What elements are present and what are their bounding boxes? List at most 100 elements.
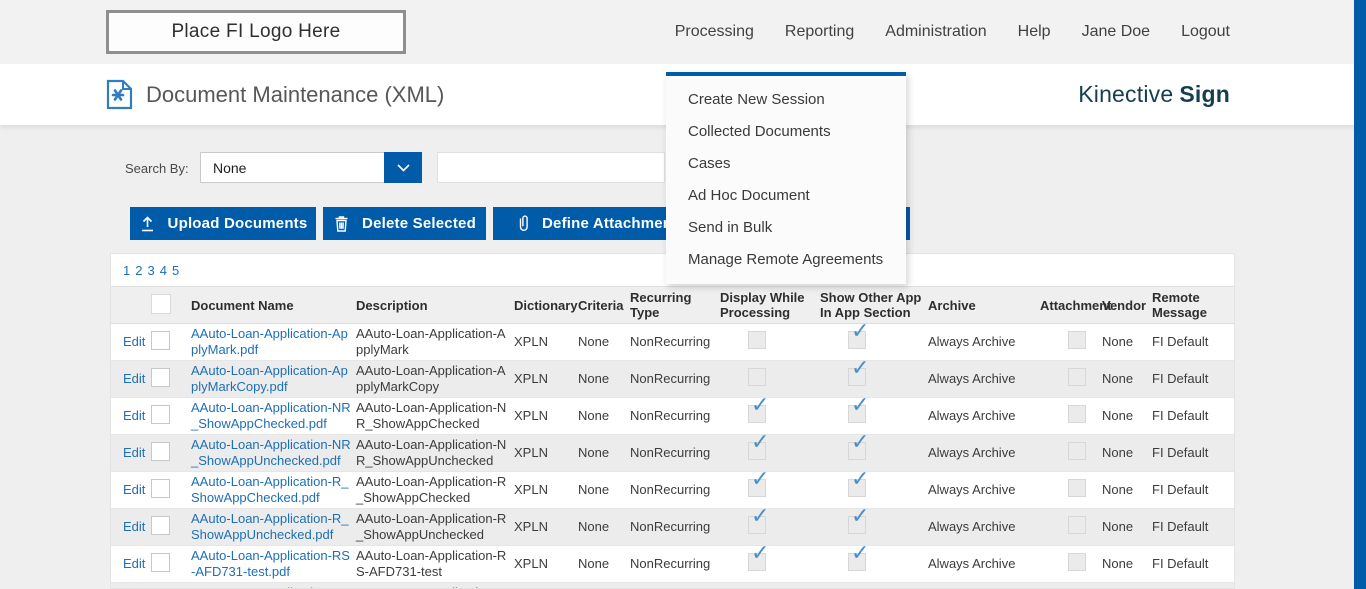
edit-link[interactable]: Edit [123, 482, 146, 497]
page-number-5[interactable]: 5 [171, 262, 180, 278]
document-name-link[interactable]: AAuto-Loan-Application-NR_ShowAppChecked… [191, 400, 351, 431]
page-number-1[interactable]: 1 [123, 262, 131, 278]
attachment-checkbox-unchecked[interactable] [1068, 479, 1086, 497]
title-wrap: Document Maintenance (XML) [106, 64, 444, 125]
attachment-checkbox-unchecked[interactable] [1068, 553, 1086, 571]
upload-documents-button[interactable]: Upload Documents [130, 207, 316, 240]
nav-item-processing[interactable]: Processing [674, 23, 754, 40]
delete-selected-label: Delete Selected [362, 215, 476, 232]
search-input[interactable] [437, 152, 665, 183]
document-name-link[interactable]: AAuto-Loan-Application-ApplyMarkCopy.pdf [191, 363, 348, 394]
nav-item-help[interactable]: Help [1017, 23, 1051, 40]
check-icon: ✓ [751, 392, 770, 417]
vendor-cell: None [1102, 508, 1152, 546]
delete-selected-button[interactable]: Delete Selected [323, 207, 486, 240]
attachment-checkbox-unchecked[interactable] [1068, 331, 1086, 349]
check-icon: ✓ [851, 392, 870, 417]
display-while-processing-checkbox-checked[interactable]: ✓ [748, 505, 769, 534]
row-checkbox[interactable] [151, 441, 170, 461]
menu-item-manage-remote-agreements[interactable]: Manage Remote Agreements [688, 251, 884, 268]
row-checkbox[interactable] [151, 367, 170, 387]
dictionary-cell: XPLN [514, 545, 578, 583]
attachment-checkbox-unchecked[interactable] [1068, 405, 1086, 423]
document-name-link[interactable]: AAuto-Loan-Application-R_ShowAppChecked.… [191, 474, 349, 505]
show-other-app-checkbox-checked[interactable]: ✓ [848, 505, 869, 534]
page-number-2[interactable]: 2 [135, 262, 143, 278]
display-while-processing-checkbox-unchecked[interactable] [748, 331, 766, 349]
display-while-processing-checkbox-checked[interactable]: ✓ [748, 394, 769, 423]
criteria-cell: None [578, 471, 630, 509]
vendor-cell: None [1102, 545, 1152, 583]
menu-item-cases[interactable]: Cases [688, 155, 731, 172]
edit-link[interactable]: Edit [123, 445, 146, 460]
recurring-type-cell: NonRecurring [630, 360, 720, 398]
recurring-type-cell: NonRecurring [630, 508, 720, 546]
show-other-app-checkbox-checked[interactable]: ✓ [848, 431, 869, 460]
edit-link[interactable]: Edit [123, 334, 146, 349]
column-header-vendor: Vendor [1102, 286, 1152, 324]
row-checkbox[interactable] [151, 478, 170, 498]
edit-link[interactable]: Edit [123, 519, 146, 534]
attachment-checkbox-unchecked[interactable] [1068, 442, 1086, 460]
remote-message-cell: FI Default [1152, 397, 1234, 435]
display-while-processing-checkbox-unchecked[interactable] [748, 368, 766, 386]
row-checkbox[interactable] [151, 330, 170, 350]
attachment-checkbox-unchecked[interactable] [1068, 516, 1086, 534]
row-checkbox[interactable] [151, 515, 170, 535]
dictionary-cell [514, 582, 578, 588]
vendor-cell: None [1102, 434, 1152, 472]
menu-item-send-in-bulk[interactable]: Send in Bulk [688, 219, 773, 236]
description-cell: AAuto-Loan-Application-R_ShowAppUnchecke… [356, 508, 514, 546]
vertical-scrollbar[interactable] [1354, 0, 1366, 589]
row-checkbox[interactable] [151, 552, 170, 572]
description-cell: AAuto-Loan-Application-R_ShowAppChecked [356, 471, 514, 509]
display-while-processing-checkbox-checked[interactable]: ✓ [748, 542, 769, 571]
dictionary-cell: XPLN [514, 323, 578, 361]
edit-link[interactable]: Edit [123, 408, 146, 423]
check-icon: ✓ [851, 503, 870, 528]
dictionary-cell: XPLN [514, 471, 578, 509]
fi-logo-text: Place FI Logo Here [171, 21, 341, 42]
recurring-type-cell: NonRecurring [630, 545, 720, 583]
nav-item-reporting[interactable]: Reporting [784, 23, 855, 40]
document-name-link[interactable]: AAuto-Loan-Application-R_ShowAppUnchecke… [191, 511, 349, 542]
edit-link[interactable]: Edit [123, 371, 146, 386]
brand-product: Sign [1179, 81, 1230, 107]
search-by-dropdown[interactable]: None [200, 152, 422, 183]
criteria-cell: None [578, 508, 630, 546]
table-row: Edit AAuto-Loan-Application-R_ShowAppUnch… [111, 505, 1234, 546]
document-name-link[interactable]: AAuto-Loan-Application-NR_ShowAppUncheck… [191, 437, 351, 468]
show-other-app-checkbox-checked[interactable]: ✓ [848, 542, 869, 571]
display-while-processing-checkbox-checked[interactable]: ✓ [748, 431, 769, 460]
nav-item-jane-doe[interactable]: Jane Doe [1081, 23, 1151, 40]
document-name-link[interactable]: AAuto-Loan-Application-RS- [191, 585, 350, 588]
menu-item-ad-hoc-document[interactable]: Ad Hoc Document [688, 187, 810, 204]
attachment-checkbox-unchecked[interactable] [1068, 368, 1086, 386]
show-other-app-checkbox-checked[interactable]: ✓ [848, 357, 869, 386]
check-icon: ✓ [851, 355, 870, 380]
menu-item-create-new-session[interactable]: Create New Session [688, 91, 825, 108]
nav-item-logout[interactable]: Logout [1181, 23, 1230, 40]
show-other-app-checkbox-checked[interactable]: ✓ [848, 394, 869, 423]
page-number-4[interactable]: 4 [159, 262, 167, 278]
edit-link[interactable]: Edit [123, 556, 146, 571]
show-other-app-checkbox-checked[interactable]: ✓ [848, 320, 869, 349]
select-all-checkbox[interactable] [151, 293, 171, 314]
column-header-description: Description [356, 286, 514, 324]
document-name-link[interactable]: AAuto-Loan-Application-RS-AFD731-test.pd… [191, 548, 350, 579]
menu-item-collected-documents[interactable]: Collected Documents [688, 123, 831, 140]
chevron-down-icon[interactable] [384, 152, 422, 183]
column-header-dictionary: Dictionary [514, 286, 578, 324]
page-number-3[interactable]: 3 [147, 262, 155, 278]
column-header-display-while-processing: Display While Processing [720, 286, 820, 324]
show-other-app-checkbox-checked[interactable]: ✓ [848, 468, 869, 497]
column-header-archive: Archive [928, 286, 1040, 324]
nav-item-administration[interactable]: Administration [885, 23, 987, 40]
display-while-processing-checkbox-checked[interactable]: ✓ [748, 468, 769, 497]
document-name-link[interactable]: AAuto-Loan-Application-ApplyMark.pdf [191, 326, 348, 357]
remote-message-cell: FI Default [1152, 360, 1234, 398]
row-checkbox[interactable] [151, 404, 170, 424]
description-cell: AAuto-Loan-Application-NR_ShowAppUncheck… [356, 434, 514, 472]
top-bar: Place FI Logo Here Processing Reporting Ad… [0, 0, 1366, 64]
